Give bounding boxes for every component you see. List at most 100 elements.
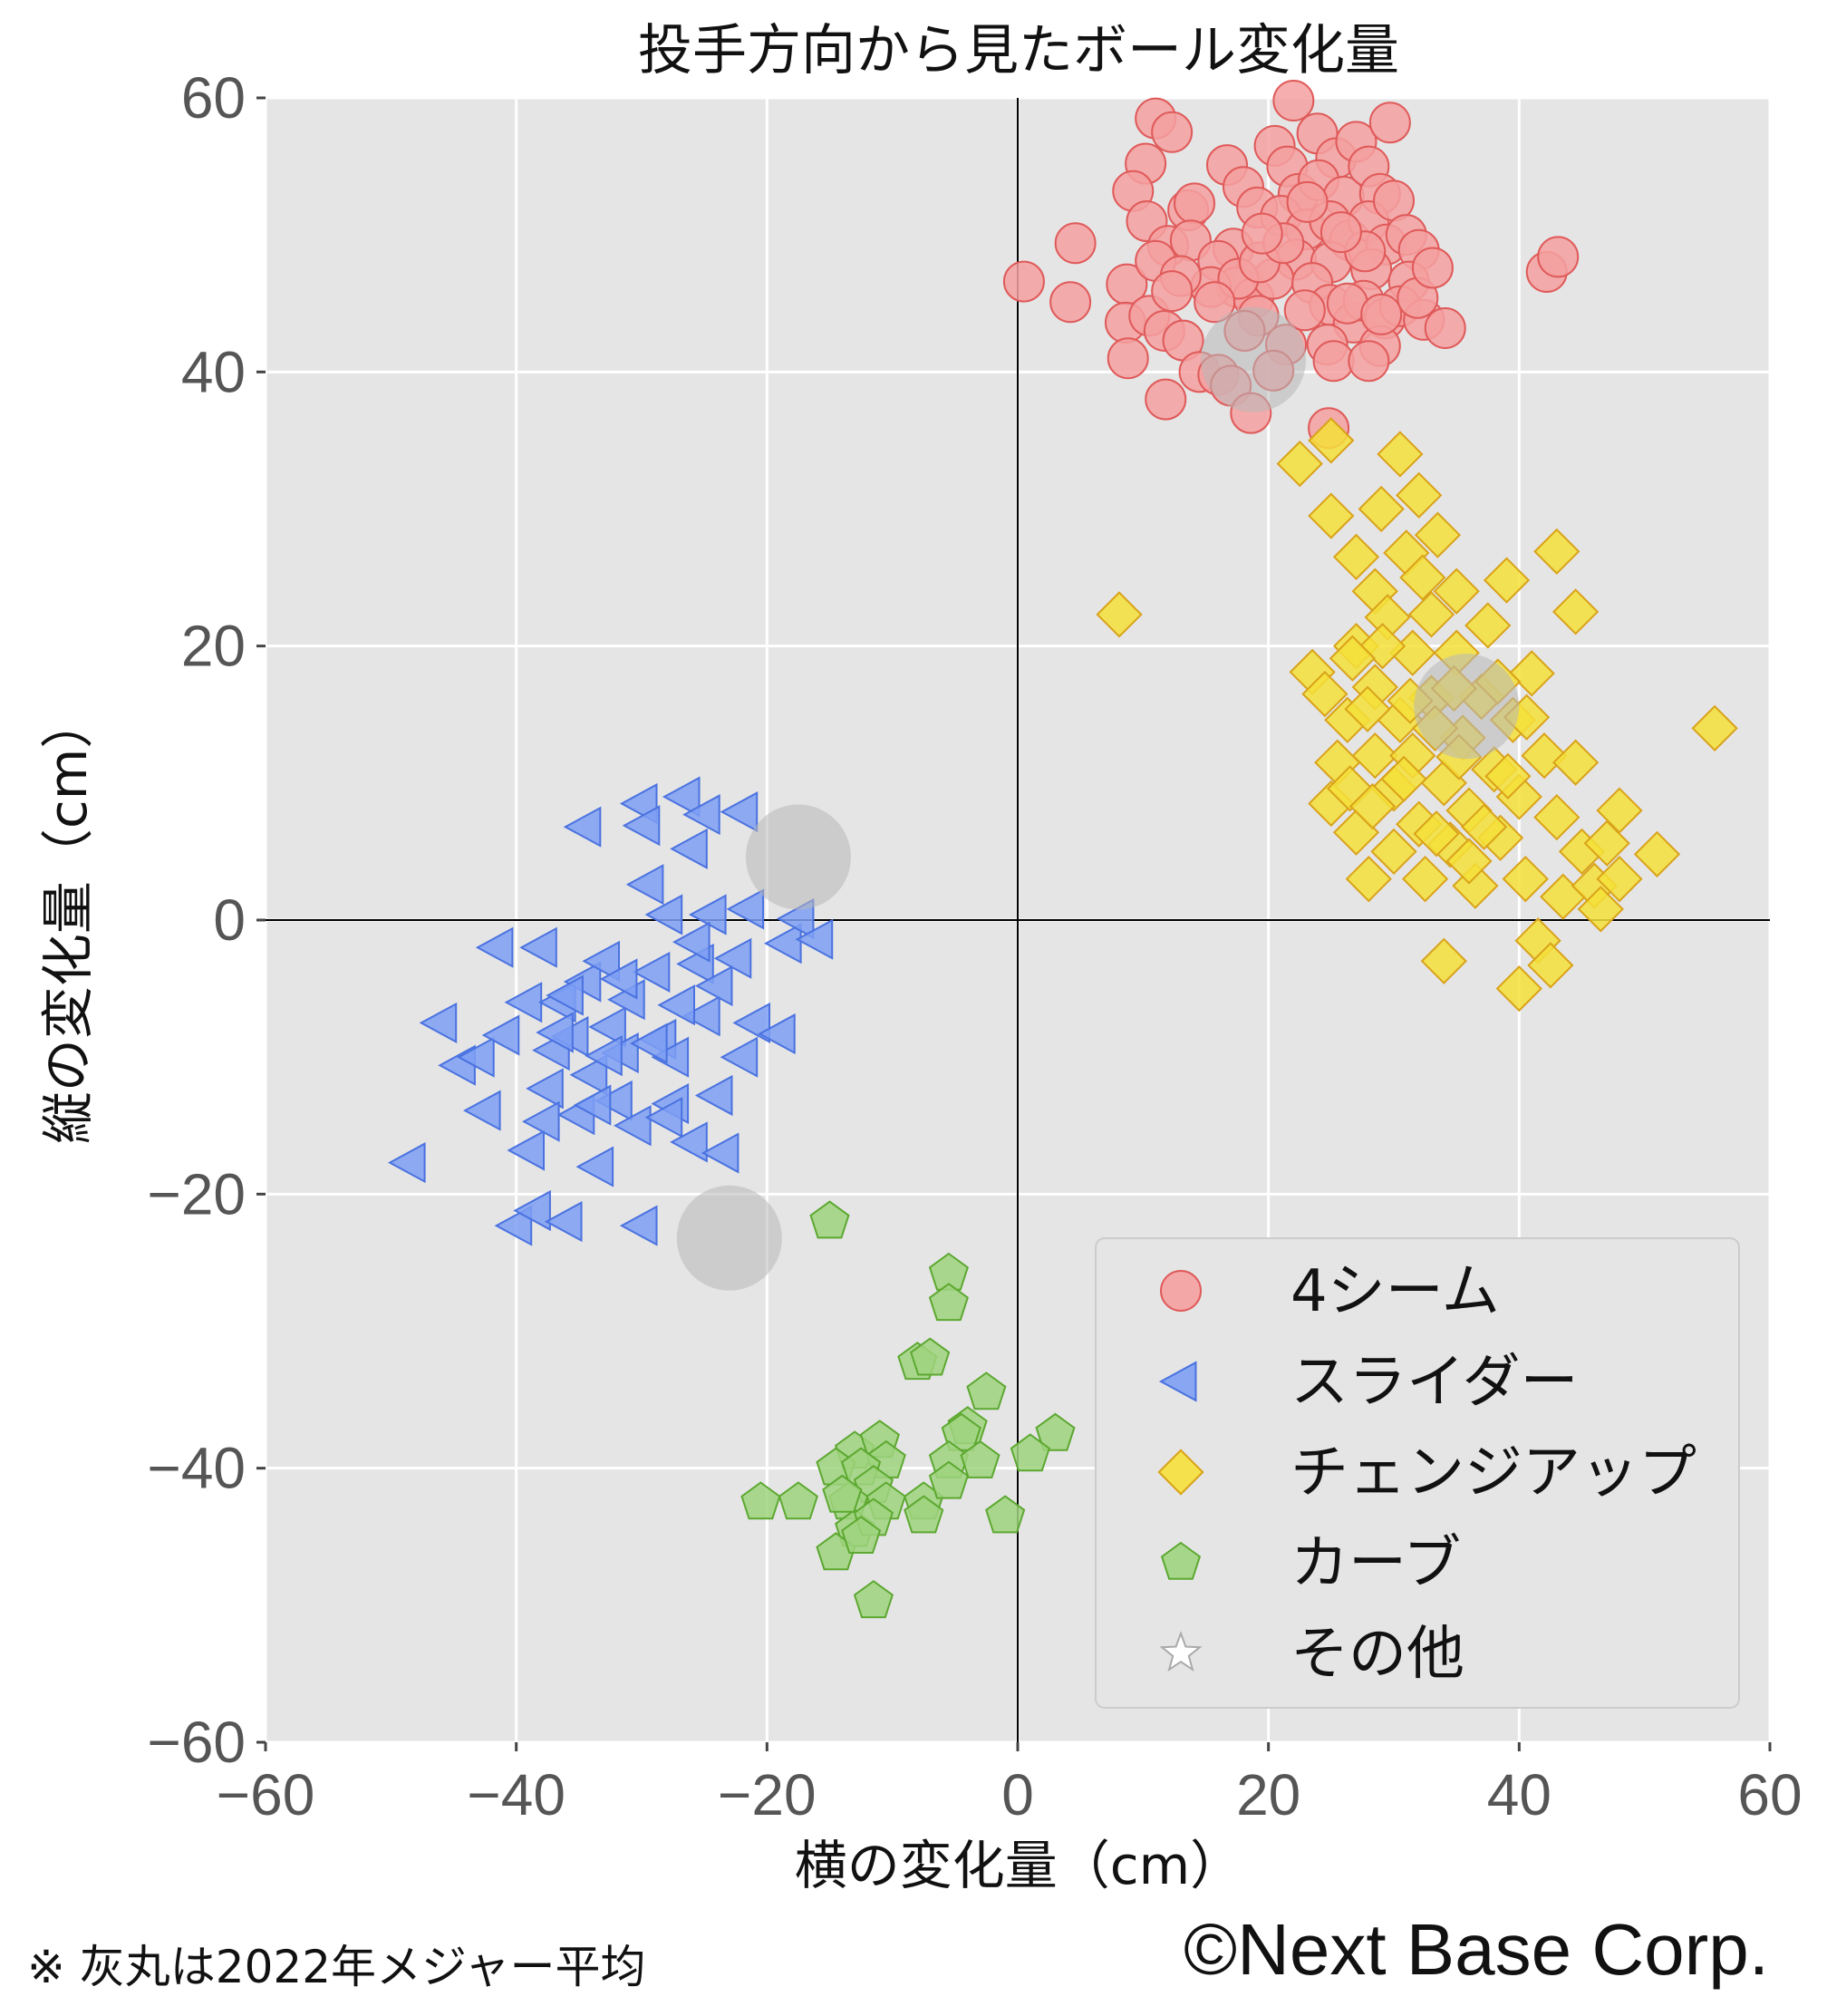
point-fourseam xyxy=(1151,270,1194,313)
point-curve xyxy=(910,1337,951,1376)
y-tick-label: 40 xyxy=(181,339,246,404)
point-slider xyxy=(569,1054,608,1096)
point-changeup xyxy=(1445,838,1493,885)
point-slider xyxy=(670,1121,708,1163)
point-slider xyxy=(575,1146,614,1187)
point-curve xyxy=(960,1439,1000,1478)
point-changeup xyxy=(1420,937,1467,984)
point-slider xyxy=(644,1097,683,1139)
plot-area xyxy=(264,80,1772,1744)
point-fourseam xyxy=(1537,236,1580,278)
x-tick-label: 20 xyxy=(1236,1762,1300,1827)
point-slider xyxy=(625,864,664,906)
y-tick-label: −40 xyxy=(147,1436,246,1501)
point-changeup xyxy=(1460,803,1508,850)
point-changeup xyxy=(1483,557,1531,604)
point-curve xyxy=(928,1460,969,1499)
point-slider xyxy=(526,1068,564,1110)
point-fourseam xyxy=(1002,260,1045,303)
point-slider xyxy=(764,923,802,964)
x-tick-label: 60 xyxy=(1737,1762,1802,1827)
point-curve xyxy=(928,1283,969,1322)
point-changeup xyxy=(1452,862,1499,909)
point-slider xyxy=(644,894,683,935)
point-changeup xyxy=(1096,591,1143,638)
copyright: ©Next Base Corp. xyxy=(1184,1909,1769,1990)
point-changeup xyxy=(1633,830,1681,878)
point-changeup xyxy=(1413,810,1460,858)
point-changeup xyxy=(1533,528,1580,576)
point-curve xyxy=(966,1371,1007,1410)
point-curve xyxy=(809,1200,850,1239)
point-changeup xyxy=(1401,855,1449,903)
point-changeup xyxy=(1521,732,1568,780)
point-slider xyxy=(563,806,602,848)
point-curve xyxy=(904,1495,944,1534)
point-slider xyxy=(657,984,695,1026)
point-fourseam xyxy=(1368,102,1411,144)
x-tick-label: 0 xyxy=(1001,1762,1034,1827)
legend-curve-label: カーブ xyxy=(1290,1530,1461,1597)
point-slider xyxy=(494,1205,533,1246)
point-changeup xyxy=(1464,602,1512,649)
legend-slider-label: スライダー xyxy=(1290,1349,1578,1416)
point-slider xyxy=(519,926,557,968)
point-changeup xyxy=(1308,417,1355,464)
legend-box xyxy=(1095,1237,1740,1709)
y-tick-label: 0 xyxy=(213,887,246,953)
point-changeup xyxy=(1407,591,1455,638)
point-changeup xyxy=(1577,886,1624,933)
point-curve xyxy=(853,1580,894,1619)
series-curve xyxy=(740,1200,1076,1619)
x-tick-label: −60 xyxy=(217,1762,315,1827)
point-slider xyxy=(463,1090,501,1131)
legend-curve-marker xyxy=(1160,1541,1202,1580)
point-curve xyxy=(740,1481,781,1520)
point-slider xyxy=(536,1012,574,1053)
point-fourseam xyxy=(1320,211,1362,254)
point-fourseam xyxy=(1054,222,1097,265)
point-fourseam xyxy=(1049,281,1092,324)
point-changeup xyxy=(1552,739,1600,786)
point-curve xyxy=(822,1474,863,1513)
point-slider xyxy=(713,937,752,979)
point-changeup xyxy=(1380,755,1427,802)
point-changeup xyxy=(1552,588,1600,635)
point-changeup xyxy=(1484,752,1532,800)
point-slider xyxy=(599,958,638,1000)
point-slider xyxy=(588,1006,626,1048)
point-slider xyxy=(630,1023,668,1064)
point-slider xyxy=(619,1205,658,1246)
point-slider xyxy=(546,974,584,1016)
point-changeup xyxy=(1344,685,1391,732)
point-slider xyxy=(522,1100,560,1142)
league-average-layer xyxy=(676,306,1520,1291)
point-slider xyxy=(726,888,765,930)
series-changeup xyxy=(1096,417,1738,1013)
point-slider xyxy=(670,828,708,869)
league-average-marker xyxy=(1414,654,1520,760)
point-slider xyxy=(662,776,701,818)
point-fourseam xyxy=(1424,306,1466,349)
y-tick-label: 20 xyxy=(181,614,246,679)
point-slider xyxy=(614,1105,652,1147)
point-changeup xyxy=(1533,793,1580,841)
x-tick-label: −40 xyxy=(467,1762,566,1827)
point-slider xyxy=(694,965,733,1007)
point-slider xyxy=(720,1036,759,1078)
league-average-marker xyxy=(1201,306,1307,412)
legend-changeup-marker xyxy=(1157,1449,1204,1496)
point-changeup xyxy=(1527,942,1574,989)
point-slider xyxy=(481,1014,520,1056)
point-changeup xyxy=(1348,782,1397,830)
point-changeup xyxy=(1358,485,1405,533)
point-changeup xyxy=(1596,855,1643,903)
y-axis-label: 縦の変化量（cm） xyxy=(37,696,99,1144)
point-fourseam xyxy=(1174,182,1216,225)
point-changeup xyxy=(1377,431,1424,478)
point-changeup xyxy=(1399,554,1446,601)
point-changeup xyxy=(1301,670,1348,718)
legend-slider-marker xyxy=(1158,1361,1197,1402)
point-changeup xyxy=(1332,533,1380,581)
point-fourseam xyxy=(1241,212,1283,255)
